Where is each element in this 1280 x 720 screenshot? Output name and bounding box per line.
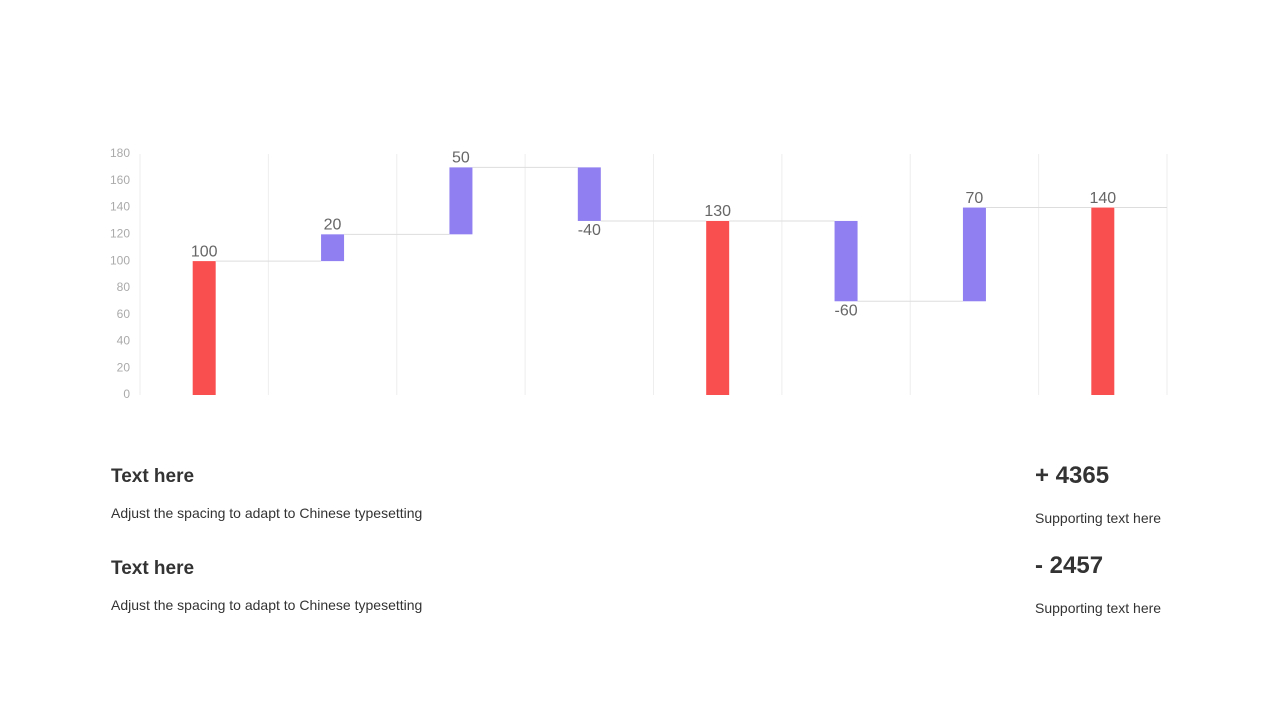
value-label: 70 xyxy=(966,190,984,207)
value-label: 100 xyxy=(191,243,218,260)
bar xyxy=(321,234,345,262)
bar xyxy=(706,220,730,395)
y-tick-label: 60 xyxy=(117,307,131,321)
y-tick-label: 100 xyxy=(110,253,130,267)
item-note: Supporting text here xyxy=(1035,510,1162,526)
bar xyxy=(1091,207,1115,395)
item-title: Text here xyxy=(111,558,195,579)
value-label: 20 xyxy=(324,217,342,234)
y-tick-label: 180 xyxy=(110,146,130,160)
y-tick-label: 80 xyxy=(117,280,131,294)
chart: 0 20 40 60 80 100 120 140 160 180 100 20 50 -40 130 -60… xyxy=(110,146,1168,401)
item-description: Adjust the spacing to adapt to Chinese t… xyxy=(111,597,423,613)
item-figure: + 4365 xyxy=(1035,462,1110,489)
item-figure: - 2457 xyxy=(1035,552,1104,579)
bar xyxy=(192,261,216,395)
y-tick-label: 120 xyxy=(110,227,130,241)
value-label: 50 xyxy=(452,150,470,167)
y-tick-label: 0 xyxy=(123,387,130,401)
bar xyxy=(962,207,986,302)
bar xyxy=(449,167,473,235)
value-label: -40 xyxy=(578,222,601,239)
y-tick-label: 40 xyxy=(117,334,131,348)
y-tick-label: 20 xyxy=(117,360,131,374)
bar xyxy=(577,167,601,221)
item-description: Adjust the spacing to adapt to Chinese t… xyxy=(111,505,423,521)
value-label: -60 xyxy=(835,302,858,319)
item-title: Text here xyxy=(111,466,195,487)
bar xyxy=(834,220,858,302)
item-note: Supporting text here xyxy=(1035,600,1162,616)
value-label: 140 xyxy=(1089,190,1116,207)
y-tick-label: 140 xyxy=(110,200,130,214)
value-label: 130 xyxy=(704,203,731,220)
y-tick-label: 160 xyxy=(110,173,130,187)
